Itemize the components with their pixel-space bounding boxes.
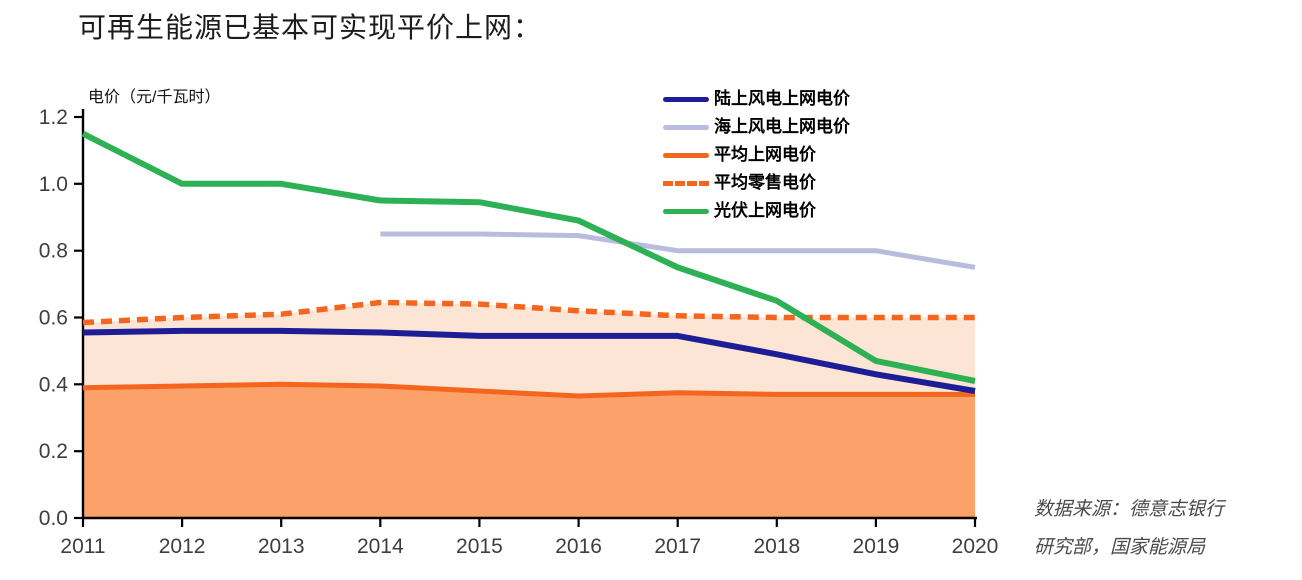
x-tick-label: 2013	[258, 535, 305, 558]
legend-item-avg-grid: 平均上网电价	[663, 141, 850, 169]
legend-item-onshore-wind: 陆上风电上网电价	[663, 85, 850, 113]
x-tick-label: 2016	[555, 535, 602, 558]
x-tick-label: 2020	[952, 535, 999, 558]
x-tick-label: 2019	[853, 535, 900, 558]
legend-label: 海上风电上网电价	[714, 117, 850, 136]
data-source-line2: 研究部，国家能源局	[1034, 536, 1206, 558]
legend-label: 陆上风电上网电价	[714, 89, 850, 108]
y-tick-label: 1.0	[39, 173, 68, 196]
data-source-note: 数据来源：德意志银行 研究部，国家能源局	[1034, 490, 1294, 566]
legend-label: 光伏上网电价	[714, 201, 816, 220]
chart-legend: 陆上风电上网电价 海上风电上网电价 平均上网电价 平均零售电价 光伏上网电价	[663, 85, 850, 225]
y-axis-unit-label: 电价（元/千瓦时）	[88, 89, 221, 106]
legend-item-pv: 光伏上网电价	[663, 197, 850, 225]
x-tick-label: 2017	[654, 535, 701, 558]
avg-grid-line	[82, 381, 975, 399]
legend-label: 平均上网电价	[714, 145, 816, 164]
legend-label: 平均零售电价	[714, 173, 816, 192]
avg-grid-area-fill	[83, 384, 975, 518]
x-tick-label: 2014	[357, 535, 404, 558]
onshore-wind-line	[82, 327, 976, 394]
offshore-wind-line	[380, 231, 976, 270]
x-tick-label: 2012	[159, 535, 206, 558]
avg-retail-dashed-swatch-icon	[663, 180, 709, 186]
y-tick-label: 0.2	[39, 440, 68, 463]
y-tick-label: 0.4	[39, 373, 69, 396]
y-tick-label: 0.6	[39, 307, 68, 330]
y-tick-label: 0.0	[39, 507, 68, 530]
offshore-wind-line-swatch-icon	[663, 124, 709, 130]
avg-grid-line-swatch-icon	[663, 152, 709, 158]
legend-item-offshore-wind: 海上风电上网电价	[663, 113, 850, 141]
pv-line	[81, 131, 976, 384]
y-tick-label: 0.8	[39, 240, 68, 263]
x-tick-label: 2011	[60, 535, 105, 558]
y-tick-label: 1.2	[39, 106, 68, 129]
onshore-wind-line-swatch-icon	[663, 96, 709, 102]
avg-retail-line	[82, 299, 975, 326]
page-title: 可再生能源已基本可实现平价上网：	[78, 11, 543, 44]
data-source-line1: 数据来源：德意志银行	[1034, 498, 1225, 520]
pv-line-swatch-icon	[663, 208, 709, 214]
x-tick-label: 2015	[456, 535, 503, 558]
legend-item-avg-retail: 平均零售电价	[663, 169, 850, 197]
x-tick-label: 2018	[753, 535, 800, 558]
